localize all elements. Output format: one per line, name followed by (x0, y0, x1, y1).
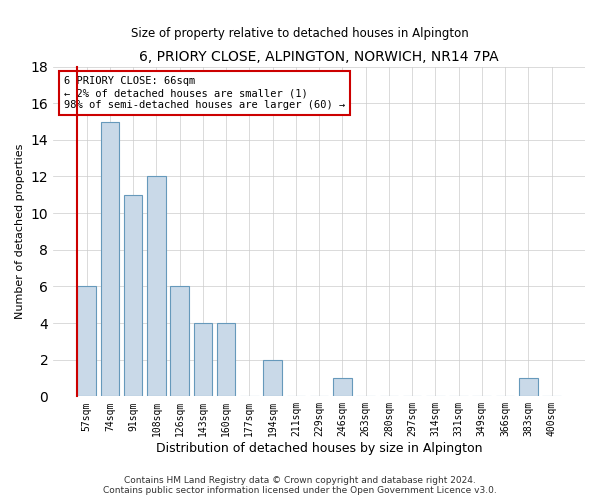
Title: 6, PRIORY CLOSE, ALPINGTON, NORWICH, NR14 7PA: 6, PRIORY CLOSE, ALPINGTON, NORWICH, NR1… (139, 50, 499, 64)
Bar (170, 286, 189, 397)
Bar (194, 323, 212, 396)
Bar (217, 323, 235, 396)
Text: Contains HM Land Registry data © Crown copyright and database right 2024.
Contai: Contains HM Land Registry data © Crown c… (103, 476, 497, 495)
Y-axis label: Number of detached properties: Number of detached properties (15, 144, 25, 319)
Bar (124, 195, 142, 396)
Bar (77, 286, 96, 397)
X-axis label: Distribution of detached houses by size in Alpington: Distribution of detached houses by size … (156, 442, 482, 455)
Bar (263, 360, 282, 397)
Bar (147, 176, 166, 396)
Text: 6 PRIORY CLOSE: 66sqm
← 2% of detached houses are smaller (1)
98% of semi-detach: 6 PRIORY CLOSE: 66sqm ← 2% of detached h… (64, 76, 345, 110)
Bar (519, 378, 538, 396)
Text: Size of property relative to detached houses in Alpington: Size of property relative to detached ho… (131, 28, 469, 40)
Bar (333, 378, 352, 396)
Bar (101, 122, 119, 396)
